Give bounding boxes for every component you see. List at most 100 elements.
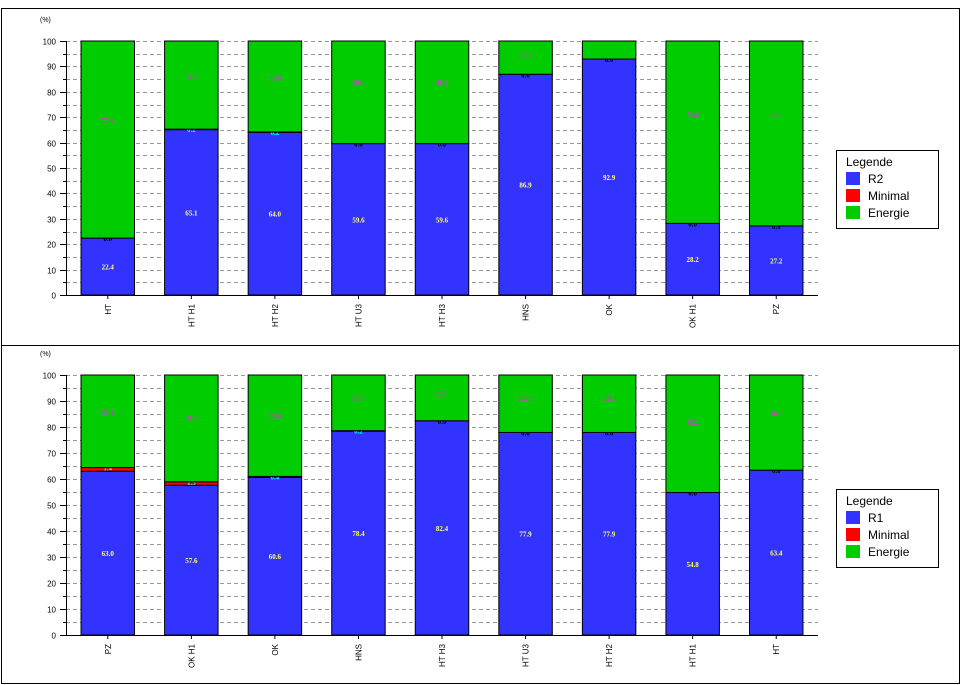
y-tick-label: 40	[47, 190, 56, 199]
panel-frame	[1, 345, 960, 684]
data-label-minimal: 0.4	[271, 473, 280, 481]
x-tick-label: HT H1	[689, 643, 698, 667]
bar-r1-ht-u3	[498, 431, 553, 636]
legend-swatch-minimal	[846, 189, 860, 202]
x-tick-label: HT H2	[271, 303, 280, 327]
y-tick-label: 80	[47, 424, 56, 433]
bar-r2-ht-u3	[331, 143, 386, 296]
data-label-r1: 63.0	[102, 550, 115, 558]
bar-r2-hns	[498, 73, 553, 296]
data-label-r2: 65.1	[185, 209, 198, 217]
x-tick-label: PZ	[104, 644, 113, 654]
bar-energie-hns	[498, 40, 553, 75]
data-label-energie: 40.4	[436, 79, 449, 87]
data-label-minimal: 0.0	[438, 418, 447, 426]
x-tick-label: OK	[605, 303, 614, 315]
bar-energie-hns	[331, 374, 386, 432]
legend-entry-energie: Energie	[868, 545, 910, 559]
data-label-minimal: 0.0	[772, 467, 781, 475]
legend-entry-r2: R2	[868, 172, 884, 186]
y-tick-label: 90	[47, 398, 56, 407]
bar-energie-pz	[80, 374, 136, 469]
y-tick-label: 0	[52, 632, 57, 641]
data-label-minimal: 1.4	[103, 465, 112, 473]
x-tick-label: HT U3	[522, 643, 531, 667]
y-tick-label: 60	[47, 140, 56, 149]
data-label-energie: 22.1	[519, 395, 532, 403]
legend-title: Legende	[846, 494, 893, 508]
legend-title: Legende	[846, 155, 893, 169]
x-tick-label: OK	[271, 643, 280, 655]
x-tick-label: HT U3	[354, 303, 363, 327]
data-label-r1: 60.6	[269, 553, 282, 561]
bar-energie-ht	[748, 374, 804, 471]
bar-energie-ok	[247, 374, 303, 477]
legend-entry-minimal: Minimal	[868, 189, 909, 203]
data-label-r2: 27.2	[770, 257, 783, 265]
data-label-energie: 71.8	[687, 111, 700, 119]
data-label-r2: 22.4	[102, 264, 115, 272]
data-label-energie: 21.4	[352, 394, 365, 402]
data-label-r1: 57.6	[185, 557, 198, 565]
y-tick-label: 30	[47, 554, 56, 563]
data-label-energie: 39.0	[269, 413, 282, 421]
panel-frame	[1, 8, 960, 346]
legend-entry-r1: R1	[868, 511, 884, 525]
data-label-energie: 22.1	[603, 395, 616, 403]
y-tick-label: 20	[47, 241, 56, 250]
data-label-energie: 13.1	[519, 51, 532, 59]
legend-swatch-r2	[846, 172, 860, 185]
bar-energie-ht-h1	[164, 40, 219, 130]
legend-entry-minimal: Minimal	[868, 528, 909, 542]
bar-energie-ht-u3	[498, 374, 553, 433]
y-tick-label: 0	[52, 292, 57, 301]
data-label-r2: 92.9	[603, 174, 616, 182]
bar-energie-ht-h2	[247, 40, 303, 133]
y-tick-label: 30	[47, 216, 56, 225]
data-label-minimal: 1.3	[187, 479, 196, 487]
data-label-r2: 59.6	[436, 216, 449, 224]
bar-energie-ht-h3	[414, 374, 470, 422]
bar-r2-ht-h1	[164, 129, 219, 296]
chart-panel-bottom: (%) 0 10 20 30 40 50 60 70 80 90 100 63.0 1.4 35.6 PZ 57…	[1, 345, 960, 684]
data-label-minimal: 0.0	[354, 141, 363, 149]
bar-energie-ok-h1	[164, 374, 219, 483]
data-label-energie: 35.8	[269, 74, 282, 82]
data-label-energie: 77.6	[102, 117, 115, 125]
data-label-r1: 77.9	[603, 531, 616, 539]
y-tick-label: 100	[43, 372, 57, 381]
data-label-minimal: 0.2	[187, 126, 196, 134]
bar-r1-ht	[748, 469, 804, 636]
bar-r1-ht-h3	[414, 420, 470, 636]
data-label-r1: 82.4	[436, 525, 449, 533]
legend-swatch-r1	[846, 511, 860, 524]
data-label-minimal: 0.0	[772, 223, 781, 231]
bar-r2-ht-h3	[414, 143, 470, 296]
data-label-energie: 35.6	[102, 409, 115, 417]
bar-r2-ok	[581, 58, 637, 296]
x-tick-label: HT	[772, 644, 781, 655]
y-tick-label: 10	[47, 606, 56, 615]
bar-energie-ok	[581, 40, 637, 60]
bar-energie-ht-h2	[581, 374, 637, 433]
y-tick-label: 10	[47, 267, 56, 276]
y-tick-label: 100	[43, 38, 57, 47]
data-label-r1: 77.9	[519, 531, 532, 539]
data-label-energie: 40.4	[352, 79, 365, 87]
bar-energie-ht-h3	[414, 40, 470, 145]
bar-energie-ht	[80, 40, 136, 239]
data-label-minimal: 0.0	[605, 429, 614, 437]
data-label-minimal: 0.0	[438, 141, 447, 149]
x-tick-label: OK H1	[689, 303, 698, 328]
bar-r1-ht-h2	[581, 431, 637, 636]
data-label-minimal: 0.0	[103, 235, 112, 243]
bar-r2-ok-h1	[665, 222, 720, 296]
data-label-energie: 36.6	[770, 410, 783, 418]
data-label-r2: 64.0	[269, 211, 282, 219]
bar-energie-pz	[748, 40, 804, 227]
data-label-energie: 34.7	[185, 73, 198, 81]
x-tick-label: HT H3	[438, 643, 447, 667]
bar-energie-ht-u3	[331, 40, 386, 145]
y-tick-label: 70	[47, 114, 56, 123]
